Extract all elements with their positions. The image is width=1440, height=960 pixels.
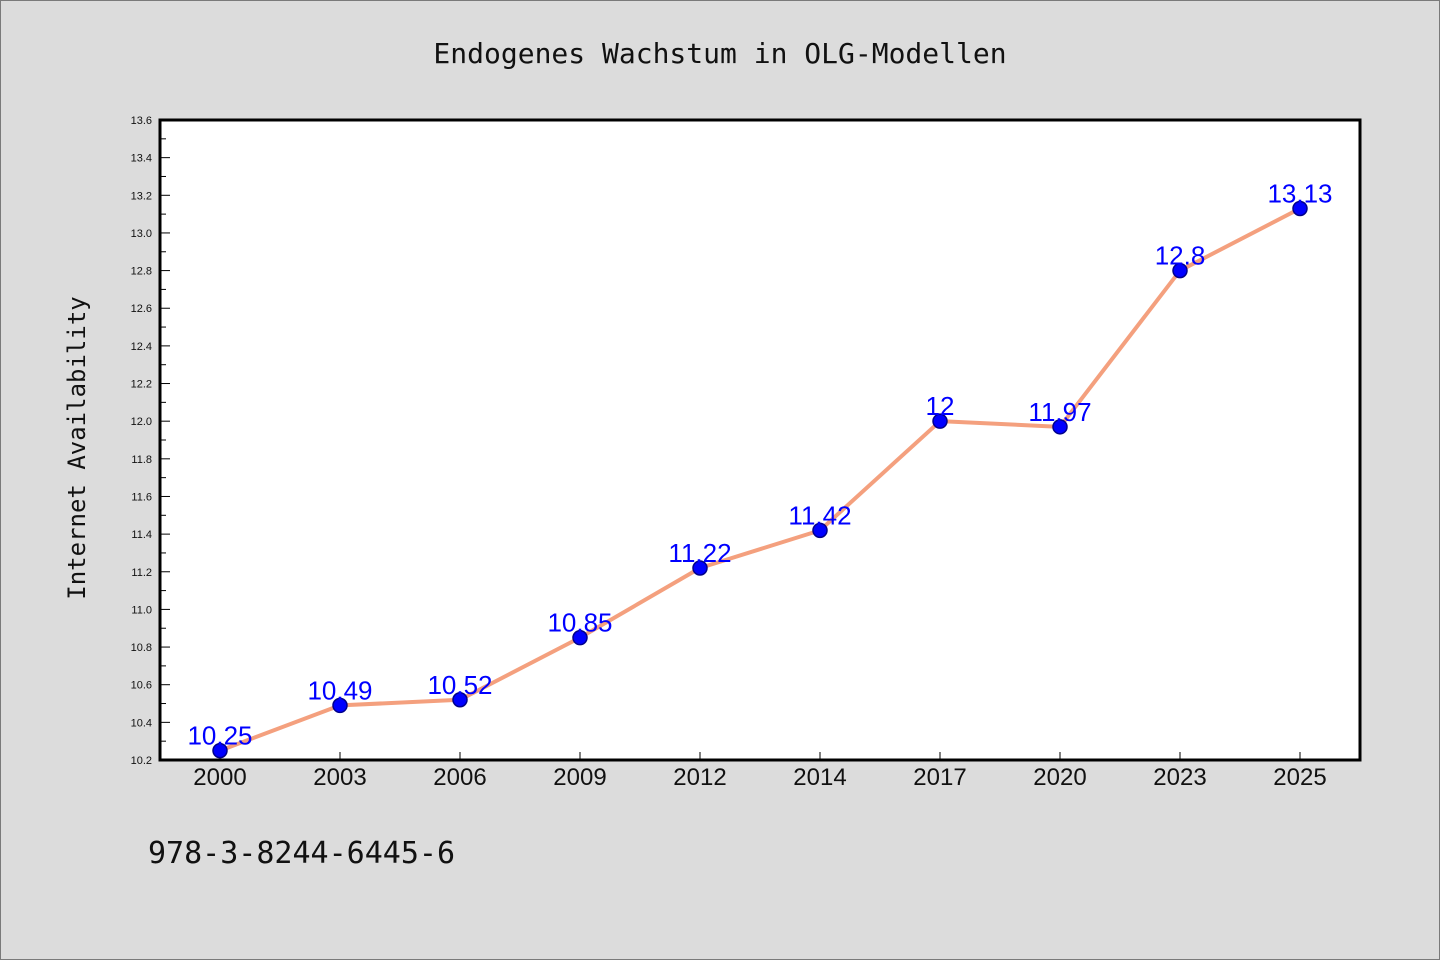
y-tick-label: 13.0 (131, 228, 152, 240)
data-point-marker (812, 522, 828, 539)
x-tick-label: 2000 (193, 764, 246, 791)
plot-area (160, 120, 1360, 760)
y-tick-label: 12.6 (131, 303, 152, 315)
y-tick-label: 13.6 (131, 115, 152, 127)
data-point-marker (332, 697, 348, 714)
y-tick-label: 11.2 (131, 567, 152, 579)
y-tick-label: 11.6 (131, 491, 152, 503)
x-tick-label: 2014 (793, 764, 846, 791)
x-tick-label: 2009 (553, 764, 606, 791)
isbn-text: 978-3-8244-6445-6 (148, 836, 455, 871)
data-point-marker (452, 692, 468, 708)
data-point-label: 12.8 (1155, 241, 1206, 271)
y-tick-label: 13.4 (131, 153, 152, 165)
y-tick-label: 10.8 (131, 642, 152, 654)
x-tick-label: 2023 (1153, 764, 1206, 791)
y-tick-label: 11.0 (131, 604, 152, 616)
x-tick-label: 2025 (1273, 764, 1326, 791)
y-tick-label: 12.8 (131, 266, 152, 278)
x-tick-label: 2003 (313, 764, 366, 791)
data-labels-layer: 10.25 10.49 10.52 10.85 11.22 11.42 12 11.97 12.… (187, 178, 1332, 750)
y-tick-label: 12.4 (131, 341, 152, 353)
chart-title: Endogenes Wachstum in OLG-Modellen (433, 37, 1006, 70)
data-point-marker (1052, 419, 1068, 435)
data-point-label: 10.25 (187, 721, 252, 751)
data-point-label: 11.22 (668, 538, 731, 568)
data-point-marker (932, 413, 948, 429)
y-tick-label: 12.0 (131, 416, 152, 428)
data-point-marker (1292, 200, 1308, 217)
axes-layer: 10.2 10.4 10.6 10.8 11.0 11.2 11.4 11.6 11.8 12.0… (131, 115, 1327, 791)
y-tick-label: 10.4 (131, 717, 152, 729)
data-point-marker (1172, 262, 1188, 279)
series-layer (212, 200, 1308, 759)
data-point-label: 13.13 (1267, 178, 1332, 208)
data-point-label: 12 (926, 391, 955, 421)
data-point-label: 10.85 (547, 608, 612, 638)
y-tick-label: 13.2 (131, 190, 152, 202)
x-tick-label: 2017 (913, 764, 966, 791)
y-tick-label: 11.8 (131, 454, 152, 466)
data-point-label: 10.52 (427, 670, 492, 700)
data-point-label: 11.42 (788, 500, 851, 530)
x-tick-label: 2012 (673, 764, 726, 791)
y-tick-label: 11.4 (131, 529, 152, 541)
x-tick-label: 2020 (1033, 764, 1086, 791)
plot-border (158, 118, 1362, 762)
y-axis-label: Internet Availability (63, 296, 91, 599)
data-point-marker (572, 629, 588, 646)
data-point-label: 10.49 (307, 675, 372, 705)
data-point-label: 11.97 (1028, 397, 1091, 427)
x-tick-label: 2006 (433, 764, 486, 791)
data-point-marker (212, 742, 228, 759)
y-tick-label: 12.2 (131, 379, 152, 391)
data-point-marker (692, 560, 708, 576)
y-tick-label: 10.6 (131, 680, 152, 692)
series-line (218, 206, 1302, 753)
y-tick-label: 10.2 (131, 755, 152, 767)
